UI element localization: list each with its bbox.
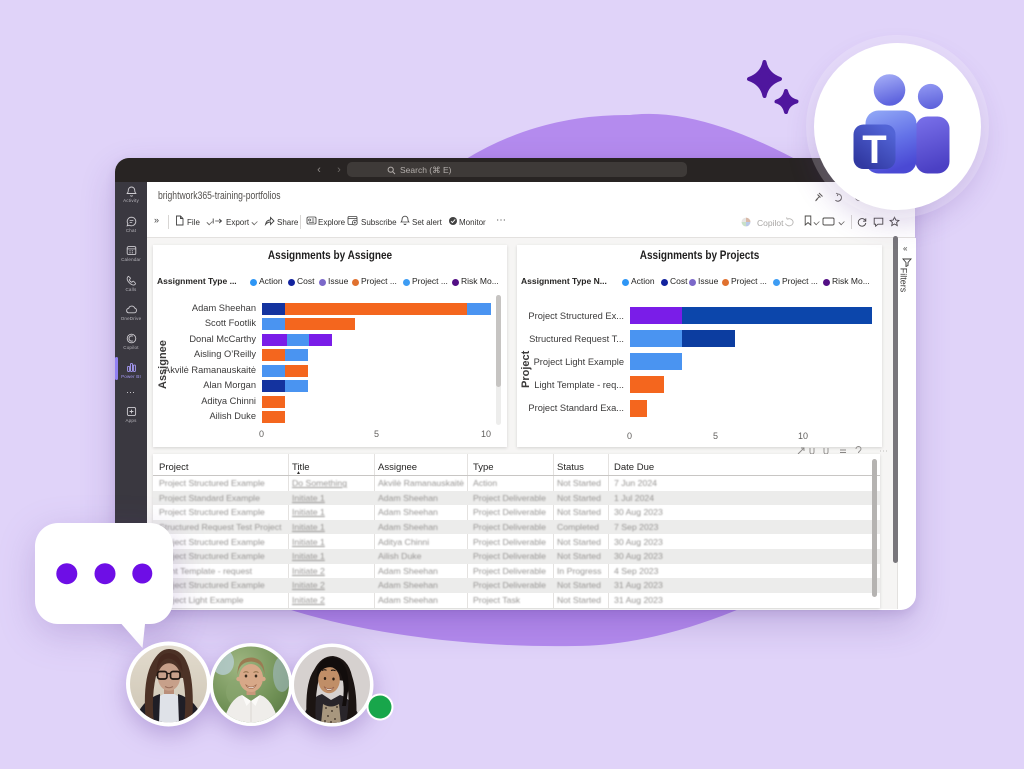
svg-text:T: T [862, 128, 886, 172]
